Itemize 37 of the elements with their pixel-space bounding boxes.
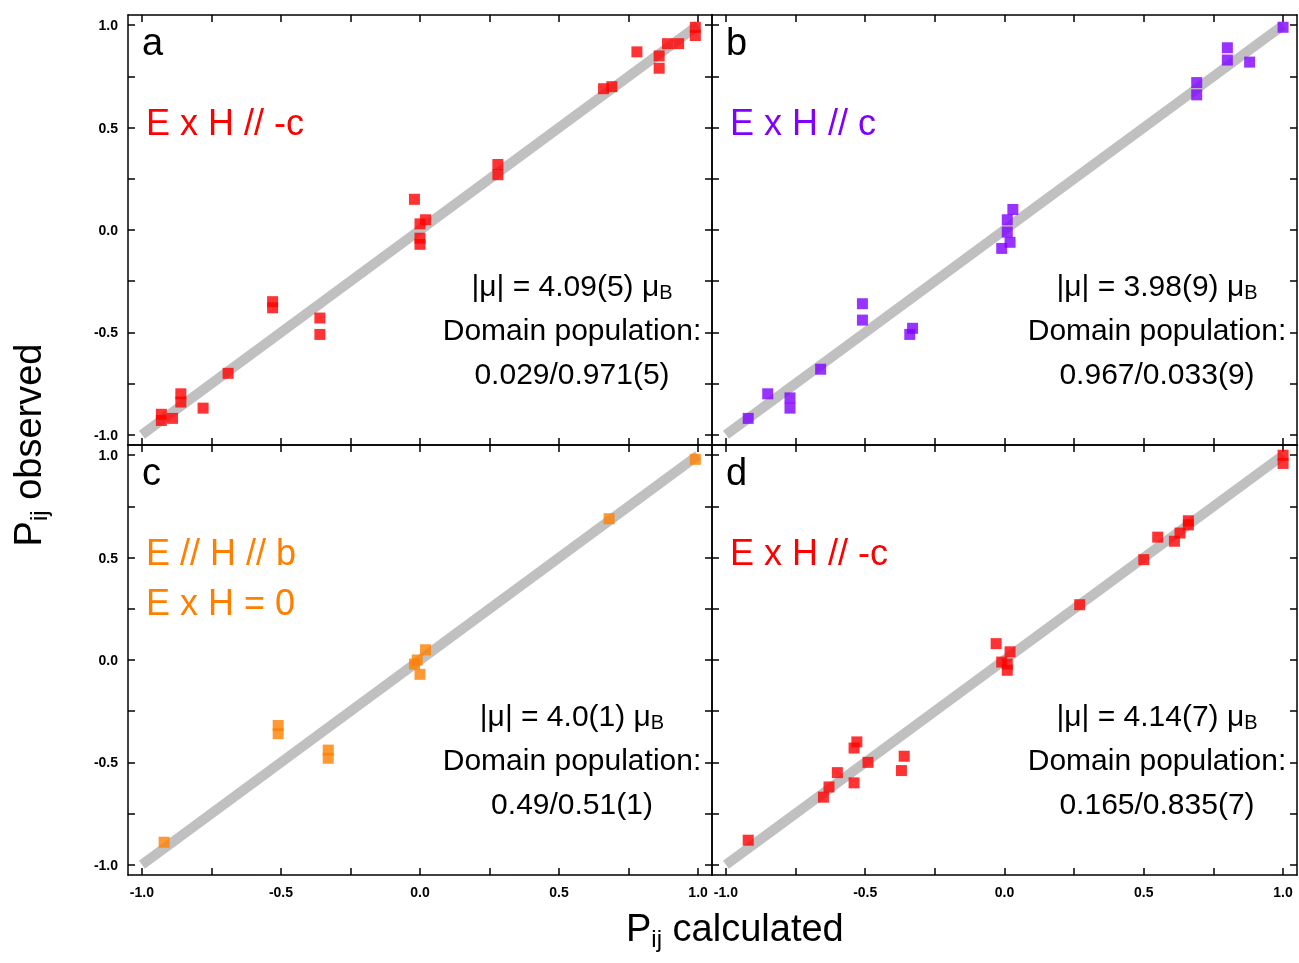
annotation: b: [726, 21, 748, 63]
x-tick-label: -1.0: [713, 884, 739, 900]
x-tick-label: 0.0: [410, 884, 430, 900]
annotation: Domain population:: [1027, 742, 1287, 776]
y-tick-label: -0.5: [93, 324, 119, 341]
annotation: 0.029/0.971(5): [474, 356, 670, 390]
y-tick-label: 0.0: [98, 652, 119, 668]
y-tick-label: 0.5: [98, 119, 119, 136]
x-tick-label: 0.5: [1134, 884, 1154, 900]
x-axis-title: P$_{ij}$ calculated: [626, 907, 844, 952]
annotation: 0.49/0.51(1): [491, 786, 653, 820]
x-tick-label: 0.0: [994, 884, 1015, 900]
x-tick-label: -0.5: [853, 884, 878, 900]
annotation: Domain population:: [1027, 312, 1287, 346]
text: E x H // -c: [730, 531, 889, 573]
text: E // H // b E x H = 0: [146, 531, 297, 623]
text: E x H // c: [730, 101, 877, 143]
y-tick-label: 0.0: [98, 222, 119, 238]
x-tick-label: 1.0: [1273, 884, 1294, 900]
y-tick-label: -1.0: [93, 426, 119, 443]
x-tick-label: 1.0: [688, 884, 709, 900]
annotation: Domain population:: [442, 312, 702, 346]
y-tick-label: -1.0: [93, 856, 119, 873]
x-tick-label: -1.0: [129, 884, 155, 900]
annotation: 0.165/0.835(7): [1059, 786, 1255, 820]
y-tick-label: 1.0: [98, 17, 119, 34]
y-tick-label: 1.0: [98, 447, 119, 464]
y-tick-label: -0.5: [93, 754, 119, 771]
annotation: a: [142, 21, 164, 63]
annotation: Domain population:: [442, 742, 702, 776]
annotation: d: [726, 451, 748, 493]
x-tick-label: 0.5: [549, 884, 569, 900]
annotation: c: [142, 451, 161, 493]
text: E x H // -c: [146, 101, 305, 143]
x-tick-label: -0.5: [268, 884, 294, 900]
y-tick-label: 0.5: [98, 549, 119, 566]
annotation: 0.967/0.033(9): [1059, 356, 1255, 390]
